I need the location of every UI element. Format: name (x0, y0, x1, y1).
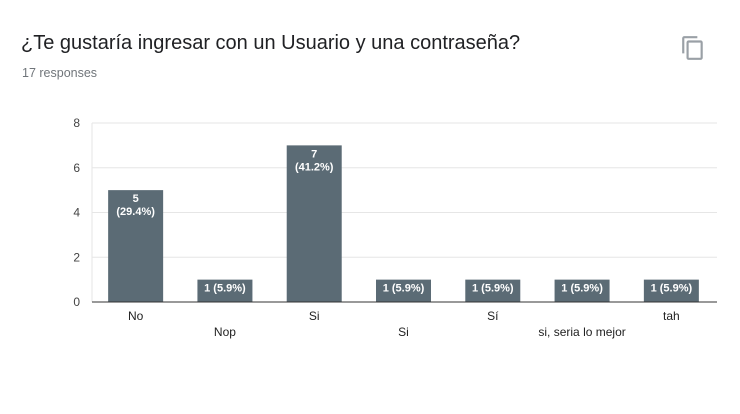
response-count: 17 responses (22, 66, 98, 80)
data-label: (29.4%) (116, 206, 155, 218)
data-label: 1 (5.9%) (383, 283, 425, 295)
bar (286, 145, 342, 302)
data-label: 1 (5.9%) (204, 283, 246, 295)
bar (197, 279, 253, 302)
y-tick-label: 0 (73, 295, 80, 309)
data-label: 1 (5.9%) (561, 283, 603, 295)
x-tick-label: Si (309, 309, 320, 323)
x-tick-label: Nop (214, 325, 236, 339)
copy-chart-button[interactable] (680, 35, 706, 61)
bar (554, 279, 610, 302)
y-tick-label: 8 (73, 116, 80, 130)
y-tick-label: 4 (73, 206, 80, 220)
x-tick-label: tah (663, 309, 680, 323)
data-label: 7 (311, 148, 317, 160)
x-tick-label: Sí (487, 309, 499, 323)
chart-title: ¿Te gustaría ingresar con un Usuario y u… (21, 32, 521, 54)
x-tick-label: No (128, 309, 144, 323)
data-label: (41.2%) (295, 161, 334, 173)
copy-icon (682, 36, 703, 60)
data-label: 1 (5.9%) (651, 283, 693, 295)
bar (465, 279, 521, 302)
x-tick-label: Si (398, 325, 409, 339)
data-label: 1 (5.9%) (472, 283, 514, 295)
bar (376, 279, 431, 302)
bar (108, 190, 164, 302)
y-tick-label: 2 (73, 250, 80, 264)
x-tick-label: si, seria lo mejor (538, 325, 625, 339)
bar (643, 279, 699, 302)
data-label: 5 (133, 193, 139, 205)
y-tick-label: 6 (73, 161, 80, 175)
